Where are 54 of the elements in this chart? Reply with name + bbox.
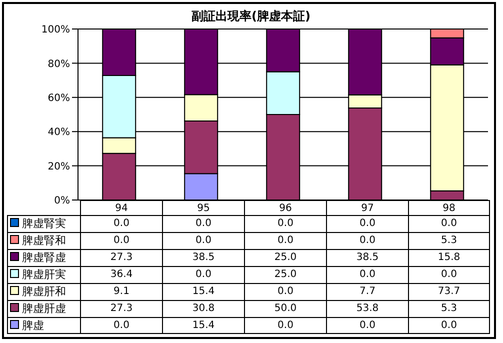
data-label: 25.0 bbox=[244, 250, 326, 266]
y-tick-label: 60% bbox=[48, 92, 70, 104]
data-label: 0.0 bbox=[408, 267, 490, 283]
data-label: 5.3 bbox=[408, 301, 490, 317]
data-label: 5.3 bbox=[408, 233, 490, 249]
data-label: 0.0 bbox=[162, 233, 244, 249]
data-label: 15.4 bbox=[162, 318, 244, 334]
data-label: 0.0 bbox=[326, 318, 408, 334]
data-label: 53.8 bbox=[326, 301, 408, 317]
x-tick-label: 94 bbox=[80, 201, 162, 216]
data-label: 36.4 bbox=[80, 267, 162, 283]
legend-label: 脾虚腎虚 bbox=[22, 251, 66, 264]
data-label: 0.0 bbox=[326, 233, 408, 249]
data-label: 15.8 bbox=[408, 250, 490, 266]
data-label: 25.0 bbox=[244, 267, 326, 283]
legend-label: 脾虚腎和 bbox=[22, 234, 66, 247]
data-label: 50.0 bbox=[244, 301, 326, 317]
data-label: 0.0 bbox=[244, 318, 326, 334]
data-label: 30.8 bbox=[162, 301, 244, 317]
data-label: 0.0 bbox=[244, 216, 326, 232]
data-label: 0.0 bbox=[408, 318, 490, 334]
data-label: 0.0 bbox=[80, 318, 162, 334]
data-label: 0.0 bbox=[326, 216, 408, 232]
data-label: 0.0 bbox=[80, 233, 162, 249]
data-label: 0.0 bbox=[162, 267, 244, 283]
legend-label: 脾虚 bbox=[22, 319, 44, 332]
data-label: 38.5 bbox=[162, 250, 244, 266]
y-tick-label: 20% bbox=[48, 161, 70, 172]
data-label: 73.7 bbox=[408, 284, 490, 300]
data-label: 7.7 bbox=[326, 284, 408, 300]
data-label: 0.0 bbox=[80, 216, 162, 232]
data-label: 15.4 bbox=[162, 284, 244, 300]
data-label: 0.0 bbox=[162, 216, 244, 232]
data-label: 38.5 bbox=[326, 250, 408, 266]
x-tick-label: 95 bbox=[162, 201, 244, 216]
data-label: 0.0 bbox=[244, 284, 326, 300]
x-tick-label: 98 bbox=[408, 201, 490, 216]
data-label: 0.0 bbox=[244, 233, 326, 249]
data-label: 27.3 bbox=[80, 250, 162, 266]
y-tick-label: 40% bbox=[48, 127, 70, 138]
data-label: 9.1 bbox=[80, 284, 162, 300]
data-label: 27.3 bbox=[80, 301, 162, 317]
chart-title: 副証出現率(脾虚本証) bbox=[190, 8, 312, 25]
legend-label: 脾虚腎実 bbox=[22, 217, 66, 230]
y-tick-label: 100% bbox=[41, 24, 70, 36]
y-tick-label: 80% bbox=[48, 58, 70, 70]
y-tick-label: 0% bbox=[54, 196, 70, 207]
legend-label: 脾虚肝実 bbox=[22, 268, 66, 281]
x-tick-label: 97 bbox=[326, 201, 408, 216]
legend-label: 脾虚肝和 bbox=[22, 285, 66, 298]
legend-label: 脾虚肝虚 bbox=[22, 302, 66, 315]
data-label: 0.0 bbox=[408, 216, 490, 232]
data-label: 0.0 bbox=[326, 267, 408, 283]
x-tick-label: 96 bbox=[244, 201, 326, 216]
